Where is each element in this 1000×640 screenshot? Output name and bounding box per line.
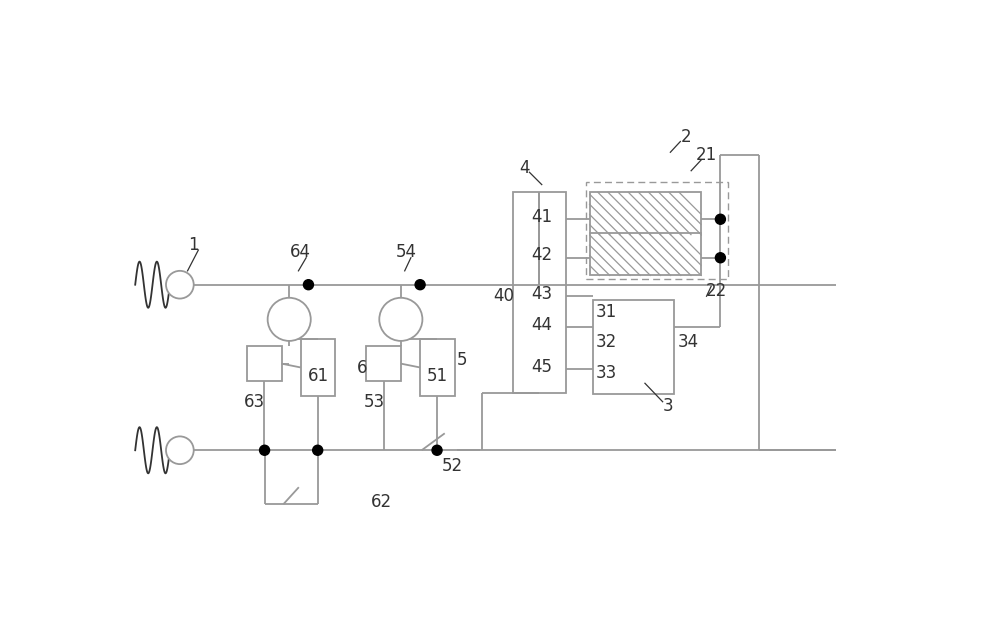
Circle shape: [260, 445, 270, 455]
Bar: [420, 339, 455, 396]
Circle shape: [715, 253, 725, 263]
Circle shape: [415, 280, 425, 290]
Text: 45: 45: [531, 358, 552, 376]
Circle shape: [313, 445, 323, 455]
Text: 61: 61: [308, 367, 329, 385]
Bar: [366, 346, 401, 381]
Circle shape: [166, 271, 194, 298]
Text: 54: 54: [396, 243, 417, 261]
Circle shape: [166, 436, 194, 464]
Circle shape: [303, 280, 313, 290]
Text: 22: 22: [706, 282, 727, 300]
Text: 53: 53: [363, 393, 384, 411]
Bar: [590, 192, 701, 235]
Text: 62: 62: [371, 493, 392, 511]
Text: 6: 6: [357, 359, 368, 377]
Text: 63: 63: [244, 393, 265, 411]
Circle shape: [268, 298, 311, 341]
Text: 21: 21: [696, 147, 717, 164]
Bar: [593, 300, 674, 394]
Text: 4: 4: [519, 159, 529, 177]
Bar: [301, 339, 335, 396]
Text: 41: 41: [531, 208, 552, 226]
Bar: [590, 233, 701, 275]
Bar: [586, 182, 728, 278]
Text: 64: 64: [290, 243, 311, 261]
Text: 34: 34: [677, 333, 699, 351]
Text: 31: 31: [596, 303, 617, 321]
Text: 51: 51: [426, 367, 448, 385]
Bar: [512, 192, 566, 392]
Text: 44: 44: [531, 316, 552, 333]
Text: 33: 33: [596, 364, 617, 382]
Circle shape: [379, 298, 422, 341]
Text: 32: 32: [596, 333, 617, 351]
Circle shape: [432, 445, 442, 455]
Text: 43: 43: [531, 285, 552, 303]
Text: 3: 3: [663, 397, 673, 415]
Text: 42: 42: [531, 246, 552, 264]
Text: 52: 52: [442, 457, 463, 475]
Text: 2: 2: [680, 128, 691, 146]
Text: 1: 1: [188, 236, 198, 253]
Text: 40: 40: [493, 287, 514, 305]
Text: 5: 5: [457, 351, 468, 369]
Circle shape: [715, 214, 725, 224]
Bar: [247, 346, 282, 381]
